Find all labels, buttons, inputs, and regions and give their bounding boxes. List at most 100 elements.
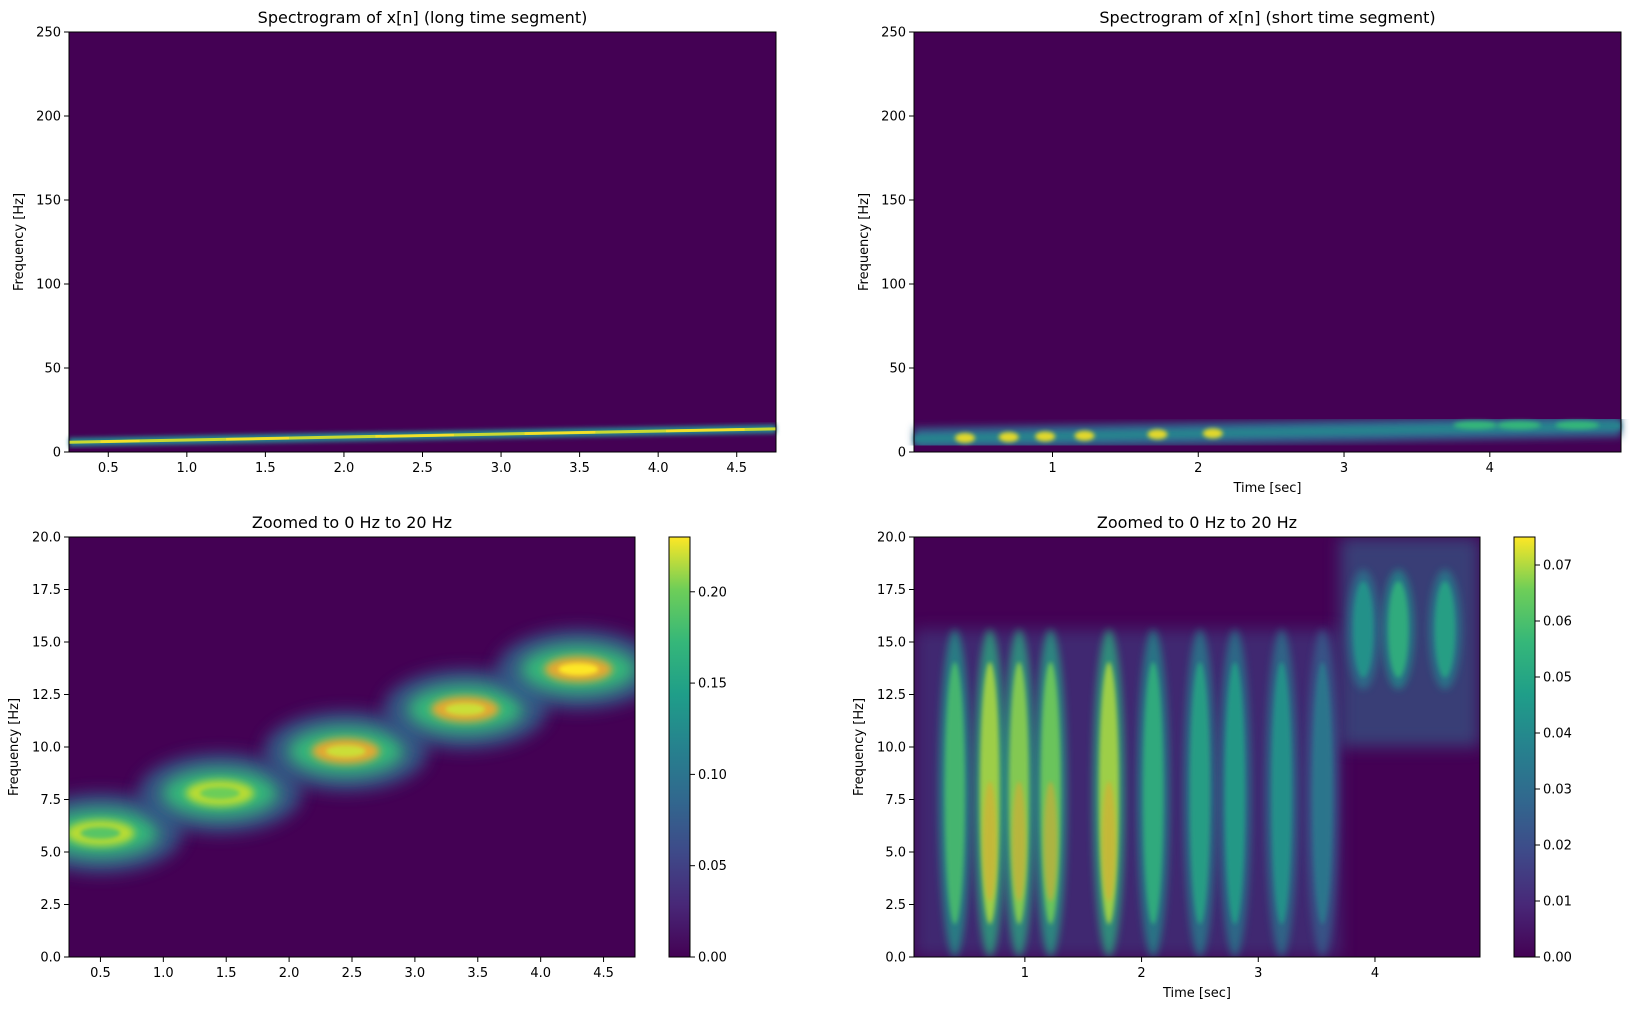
y-axis-label: Frequency [Hz] bbox=[852, 698, 867, 796]
x-tick-label: 2 bbox=[1194, 461, 1202, 476]
panel-zoom-long: 0.5 1.0 1.5 2.0 2.5 3.0 3.5 4.0 4.5 0.0 2.5 5.0 7.5… bbox=[7, 513, 727, 981]
colorbar-tick-label: 0.00 bbox=[1543, 951, 1572, 966]
y-tick-label: 50 bbox=[44, 362, 61, 377]
blob-peak bbox=[199, 787, 240, 800]
y-ticks: 0.0 2.5 5.0 7.5 10.0 12.5 15.0 17.5 20.0 bbox=[877, 531, 914, 966]
x-tick-label: 1.0 bbox=[153, 966, 174, 981]
ridge-peak bbox=[955, 432, 976, 443]
colorbar-tick-label: 0.05 bbox=[698, 859, 727, 874]
ridge-peak bbox=[1035, 431, 1056, 442]
panel-zoom-short: 1 2 3 4 0.0 2.5 5.0 7.5 10.0 12.5 15.0 17.5 20.0 Zo… bbox=[852, 513, 1572, 1001]
band-core bbox=[1189, 662, 1210, 925]
colorbar-tick-label: 0.00 bbox=[698, 951, 727, 966]
ridge-peak bbox=[1074, 430, 1095, 441]
y-tick-label: 100 bbox=[881, 278, 906, 293]
colorbar-tick-label: 0.20 bbox=[698, 585, 727, 600]
band-orange bbox=[1043, 781, 1058, 902]
x-ticks: 1 2 3 4 bbox=[1021, 957, 1379, 981]
y-tick-label: 17.5 bbox=[32, 583, 61, 598]
x-tick-label: 0.5 bbox=[90, 966, 111, 981]
colorbar-tick-label: 0.07 bbox=[1543, 559, 1572, 574]
colorbar-ticks: 0.00 0.05 0.10 0.15 0.20 bbox=[690, 585, 727, 966]
band-core bbox=[1388, 581, 1409, 678]
y-tick-label: 150 bbox=[881, 194, 906, 209]
x-tick-label: 3.0 bbox=[405, 966, 426, 981]
band-layer bbox=[914, 537, 1480, 957]
band-core bbox=[1224, 662, 1245, 925]
ridge-peak bbox=[998, 432, 1019, 443]
band-core bbox=[1312, 662, 1333, 925]
blob-layer bbox=[69, 629, 635, 874]
x-tick-label: 3.5 bbox=[569, 461, 590, 476]
axes-frame bbox=[913, 31, 1622, 453]
x-tick-label: 3 bbox=[1254, 966, 1262, 981]
x-tick-label: 4.5 bbox=[593, 966, 614, 981]
y-tick-label: 12.5 bbox=[32, 688, 61, 703]
colorbar-ticks: 0.00 0.01 0.02 0.03 0.04 0.05 0.06 0.07 bbox=[1535, 559, 1572, 966]
chart-title: Zoomed to 0 Hz to 20 Hz bbox=[252, 513, 452, 532]
x-tick-label: 0.5 bbox=[98, 461, 119, 476]
chart-title: Spectrogram of x[n] (short time segment) bbox=[1099, 8, 1435, 27]
colorbar: 0.00 0.05 0.10 0.15 0.20 bbox=[668, 536, 727, 966]
colorbar-tick-label: 0.05 bbox=[1543, 671, 1572, 686]
y-tick-label: 2.5 bbox=[885, 898, 906, 913]
x-tick-label: 1 bbox=[1021, 966, 1029, 981]
colorbar: 0.00 0.01 0.02 0.03 0.04 0.05 0.06 0.07 bbox=[1513, 536, 1572, 966]
y-ticks: 0 50 100 150 200 250 bbox=[881, 26, 914, 461]
y-tick-label: 200 bbox=[36, 110, 61, 125]
panel-short-segment: 1 2 3 4 0 50 100 150 200 250 Spectrogram of x[n]… bbox=[857, 8, 1622, 496]
band-orange bbox=[1101, 781, 1116, 902]
x-tick-label: 2 bbox=[1137, 966, 1145, 981]
colorbar-tick-label: 0.06 bbox=[1543, 615, 1572, 630]
y-tick-label: 150 bbox=[36, 194, 61, 209]
y-tick-label: 7.5 bbox=[40, 793, 61, 808]
y-tick-label: 250 bbox=[881, 26, 906, 41]
colorbar-tick-label: 0.15 bbox=[698, 677, 727, 692]
blob-peak bbox=[325, 745, 366, 758]
y-axis-label: Frequency [Hz] bbox=[12, 193, 27, 291]
colorbar-tick-label: 0.04 bbox=[1543, 727, 1572, 742]
y-tick-label: 0.0 bbox=[40, 951, 61, 966]
plot-area bbox=[69, 32, 776, 452]
colorbar-tick-label: 0.10 bbox=[698, 768, 727, 783]
x-tick-label: 1.5 bbox=[255, 461, 276, 476]
panel-long-segment: 0.5 1.0 1.5 2.0 2.5 3.0 3.5 4.0 4.5 0 50 100 150 200… bbox=[12, 8, 777, 476]
ridge-peak bbox=[1555, 421, 1600, 430]
blob-peak bbox=[445, 703, 486, 716]
x-tick-label: 4.5 bbox=[726, 461, 747, 476]
blob-peak bbox=[80, 827, 121, 840]
band-core bbox=[1353, 581, 1374, 678]
ridge-peak bbox=[1453, 421, 1498, 430]
x-tick-label: 3.0 bbox=[491, 461, 512, 476]
y-tick-label: 2.5 bbox=[40, 898, 61, 913]
y-tick-label: 17.5 bbox=[877, 583, 906, 598]
band-core bbox=[1434, 581, 1455, 678]
y-tick-label: 20.0 bbox=[877, 531, 906, 546]
y-ticks: 0.0 2.5 5.0 7.5 10.0 12.5 15.0 17.5 20.0 bbox=[32, 531, 69, 966]
y-tick-label: 12.5 bbox=[877, 688, 906, 703]
colorbar-tick-label: 0.02 bbox=[1543, 839, 1572, 854]
y-tick-label: 0 bbox=[53, 446, 61, 461]
x-ticks: 0.5 1.0 1.5 2.0 2.5 3.0 3.5 4.0 4.5 bbox=[98, 452, 747, 476]
y-ticks: 0 50 100 150 200 250 bbox=[36, 26, 69, 461]
chart-title: Spectrogram of x[n] (long time segment) bbox=[258, 8, 588, 27]
ridge-peak bbox=[375, 433, 454, 438]
band-core bbox=[1143, 662, 1164, 925]
chart-title: Zoomed to 0 Hz to 20 Hz bbox=[1097, 513, 1297, 532]
x-tick-label: 2.5 bbox=[412, 461, 433, 476]
band-orange bbox=[1012, 781, 1027, 902]
y-tick-label: 0.0 bbox=[885, 951, 906, 966]
ridge-peak bbox=[524, 431, 596, 435]
x-ticks: 1 2 3 4 bbox=[1048, 452, 1494, 476]
colorbar-tick-label: 0.01 bbox=[1543, 895, 1572, 910]
ridge-layer bbox=[913, 414, 1622, 450]
x-tick-label: 4.0 bbox=[530, 966, 551, 981]
y-tick-label: 50 bbox=[889, 362, 906, 377]
y-tick-label: 10.0 bbox=[32, 741, 61, 756]
ridge-peak bbox=[100, 439, 140, 443]
plot-area bbox=[914, 32, 1621, 452]
x-tick-label: 1.0 bbox=[176, 461, 197, 476]
y-tick-label: 0 bbox=[898, 446, 906, 461]
y-tick-label: 15.0 bbox=[32, 636, 61, 651]
